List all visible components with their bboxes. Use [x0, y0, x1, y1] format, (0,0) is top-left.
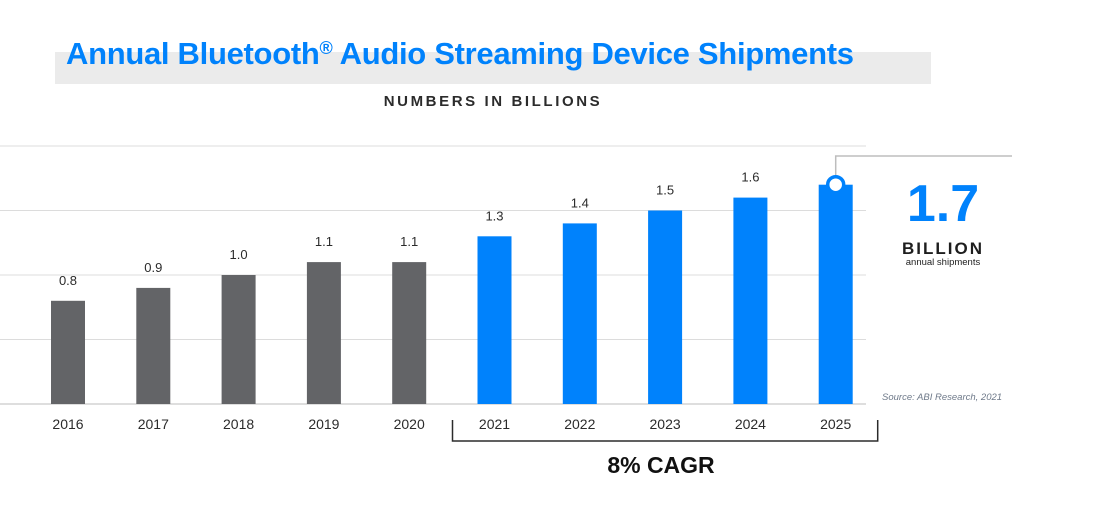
x-tick-label-2016: 2016 [52, 416, 83, 432]
callout-unit: BILLION [902, 239, 984, 258]
cagr-bracket [451, 420, 879, 442]
x-tick-label-2017: 2017 [138, 416, 169, 432]
x-tick-label-2023: 2023 [650, 416, 681, 432]
bar-2017 [136, 287, 171, 404]
value-label-2016: 0.8 [59, 273, 77, 288]
cagr-label: 8% CAGR [607, 452, 715, 478]
bar-2023 [648, 210, 683, 404]
x-tick-label-2025: 2025 [820, 416, 851, 432]
value-label-2022: 1.4 [571, 195, 589, 210]
bar-2025 [818, 184, 853, 404]
title-band [55, 52, 931, 84]
value-label-2019: 1.1 [315, 234, 333, 249]
bar-2016 [51, 300, 85, 404]
highlight-marker [825, 174, 846, 195]
value-label-2018: 1.0 [230, 247, 248, 262]
title-text-rest: Audio Streaming Device Shipments [332, 36, 854, 71]
x-tick-label-2022: 2022 [564, 416, 595, 432]
x-tick-label-2021: 2021 [479, 416, 510, 432]
bar-2020 [392, 262, 427, 404]
value-label-2021: 1.3 [485, 208, 503, 223]
bar-2024 [733, 197, 768, 404]
highlight-leader-line [834, 155, 1012, 177]
bar-2018 [221, 275, 256, 404]
value-label-2023: 1.5 [656, 183, 674, 198]
bar-2019 [306, 262, 341, 404]
x-tick-label-2024: 2024 [735, 416, 766, 432]
title-text: Annual Bluetooth [66, 36, 320, 71]
x-tick-label-2019: 2019 [308, 416, 339, 432]
value-label-2017: 0.9 [144, 260, 162, 275]
bar-2022 [562, 223, 597, 404]
value-label-2020: 1.1 [400, 234, 418, 249]
value-label-2024: 1.6 [741, 170, 759, 185]
bar-2021 [477, 236, 512, 404]
registered-mark: ® [319, 38, 333, 58]
source-note: Source: ABI Research, 2021 [882, 392, 1003, 403]
x-tick-label-2020: 2020 [394, 416, 425, 432]
chart-subtitle: NUMBERS IN BILLIONS [383, 93, 603, 110]
callout-caption: annual shipments [905, 257, 981, 268]
callout-value: 1.7 [906, 175, 980, 233]
x-tick-label-2018: 2018 [223, 416, 254, 432]
chart-title: Annual Bluetooth® Audio Streaming Device… [66, 36, 854, 72]
